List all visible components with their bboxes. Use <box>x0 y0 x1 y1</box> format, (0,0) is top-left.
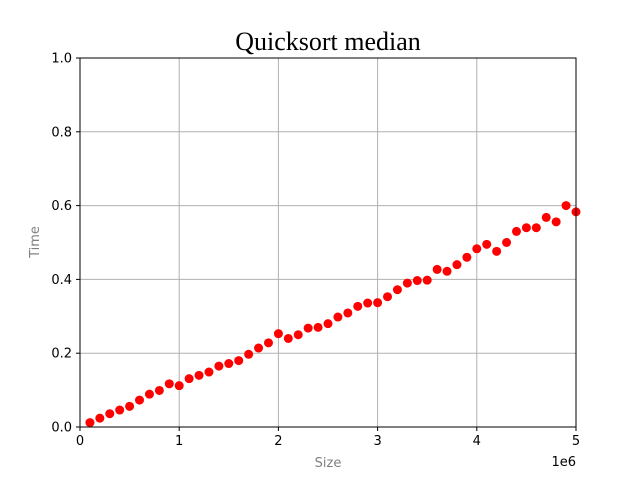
y-tick-label: 0.6 <box>51 199 72 214</box>
grid <box>79 57 577 428</box>
y-axis-label: Time <box>28 226 43 259</box>
data-point <box>531 223 541 233</box>
data-point <box>323 319 333 329</box>
y-tick-label: 0.2 <box>51 347 72 362</box>
data-point <box>125 401 135 411</box>
data-point <box>293 330 303 340</box>
data-point <box>194 370 204 380</box>
data-point <box>343 308 353 318</box>
data-point <box>492 246 502 256</box>
data-point <box>353 301 363 311</box>
x-tick-label: 1 <box>175 434 183 449</box>
data-point <box>383 292 393 302</box>
data-point <box>224 359 234 369</box>
plot-frame <box>79 57 577 428</box>
data-point <box>135 395 145 405</box>
x-tick-label: 3 <box>373 434 381 449</box>
data-point <box>115 405 125 415</box>
data-point <box>363 298 373 308</box>
data-point <box>204 367 214 377</box>
data-point <box>462 252 472 262</box>
data-point <box>105 409 115 419</box>
data-point <box>511 226 521 236</box>
chart-title: Quicksort median <box>235 27 421 56</box>
data-point <box>333 312 343 322</box>
data-point <box>502 238 512 247</box>
data-point <box>373 298 383 308</box>
data-point <box>164 379 174 389</box>
data-point <box>263 338 273 348</box>
x-axis-label: Size <box>315 456 342 471</box>
data-point <box>144 389 154 399</box>
data-point <box>561 201 571 211</box>
data-point <box>283 333 293 343</box>
y-tick-label: 0.0 <box>51 421 72 436</box>
data-point <box>303 323 313 333</box>
data-point <box>402 278 412 288</box>
data-point <box>214 361 224 371</box>
data-point <box>95 413 105 423</box>
y-tick-label: 0.4 <box>51 273 72 288</box>
data-point <box>432 264 442 274</box>
x-tick-label: 0 <box>76 434 84 449</box>
data-point <box>482 239 492 249</box>
data-point <box>452 260 462 270</box>
ticks: 0 1 2 3 4 5 0.0 0.2 0.4 0.6 0.8 1.0 <box>51 52 580 450</box>
y-tick-label: 1.0 <box>51 52 72 67</box>
data-point <box>313 322 323 332</box>
data-point <box>234 356 244 366</box>
x-tick-label: 5 <box>572 434 580 449</box>
data-point <box>442 266 452 276</box>
data-point <box>184 374 194 384</box>
data-point <box>273 329 283 339</box>
x-axis-offset-label: 1e6 <box>551 455 576 470</box>
data-point <box>254 343 264 353</box>
data-point <box>244 349 254 359</box>
data-point <box>472 244 482 254</box>
data-point <box>551 217 561 227</box>
data-point <box>422 275 432 285</box>
data-point <box>392 285 402 295</box>
data-point <box>174 381 184 391</box>
x-tick-label: 2 <box>274 434 282 449</box>
data-points <box>85 201 581 428</box>
x-tick-label: 4 <box>473 434 481 449</box>
data-point <box>541 212 551 222</box>
y-tick-label: 0.8 <box>51 125 72 140</box>
data-point <box>412 276 422 286</box>
data-point <box>85 418 95 428</box>
data-point <box>154 385 164 395</box>
data-point <box>521 223 531 233</box>
